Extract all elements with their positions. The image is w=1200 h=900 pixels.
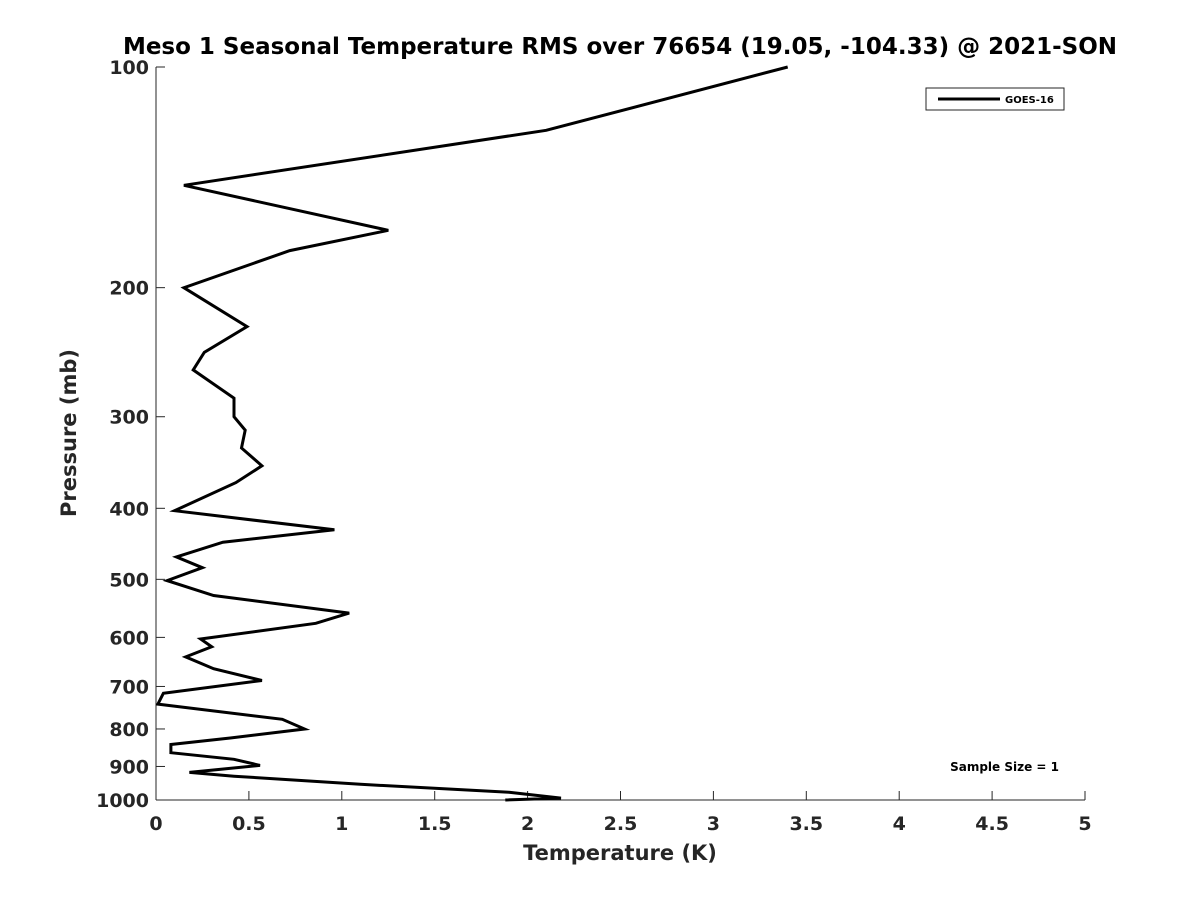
x-tick-label: 4 [893,813,906,835]
y-axis-label: Pressure (mb) [57,349,81,517]
x-axis-label: Temperature (K) [523,841,717,865]
temperature-rms-chart: Meso 1 Seasonal Temperature RMS over 766… [0,0,1200,900]
x-tick-label: 0 [149,813,162,835]
x-tick-label: 4.5 [975,813,1009,835]
y-tick-label: 300 [109,407,149,429]
y-tick-label: 500 [109,569,149,591]
x-tick-label: 0.5 [232,813,266,835]
legend-entry-goes-16: GOES-16 [1005,95,1054,106]
x-tick-label: 1.5 [418,813,452,835]
y-tick-label: 1000 [96,790,149,812]
y-tick-label: 600 [109,627,149,649]
chart-title: Meso 1 Seasonal Temperature RMS over 766… [123,34,1117,60]
y-tick-label: 800 [109,719,149,741]
x-tick-label: 5 [1078,813,1091,835]
y-tick-label: 100 [109,57,149,79]
x-tick-label: 3.5 [789,813,823,835]
x-tick-label: 1 [335,813,348,835]
y-tick-label: 200 [109,278,149,300]
y-tick-label: 900 [109,756,149,778]
legend: GOES-16 [926,88,1064,110]
x-tick-label: 2.5 [604,813,638,835]
series-layer [158,67,788,800]
y-tick-label: 700 [109,676,149,698]
plot-area: 0 0.5 1 1.5 2 2.5 3 3.5 4 4.5 5 100 200 300 400 500 600… [96,57,1092,835]
y-tick-label: 400 [109,498,149,520]
sample-size-annotation: Sample Size = 1 [950,760,1059,774]
y-axis-ticks: 100 200 300 400 500 600 700 800 900 1000 [96,57,165,812]
series-line-goes-16 [158,67,788,800]
x-tick-label: 2 [521,813,534,835]
x-axis-ticks: 0 0.5 1 1.5 2 2.5 3 3.5 4 4.5 5 [149,791,1091,835]
x-tick-label: 3 [707,813,720,835]
